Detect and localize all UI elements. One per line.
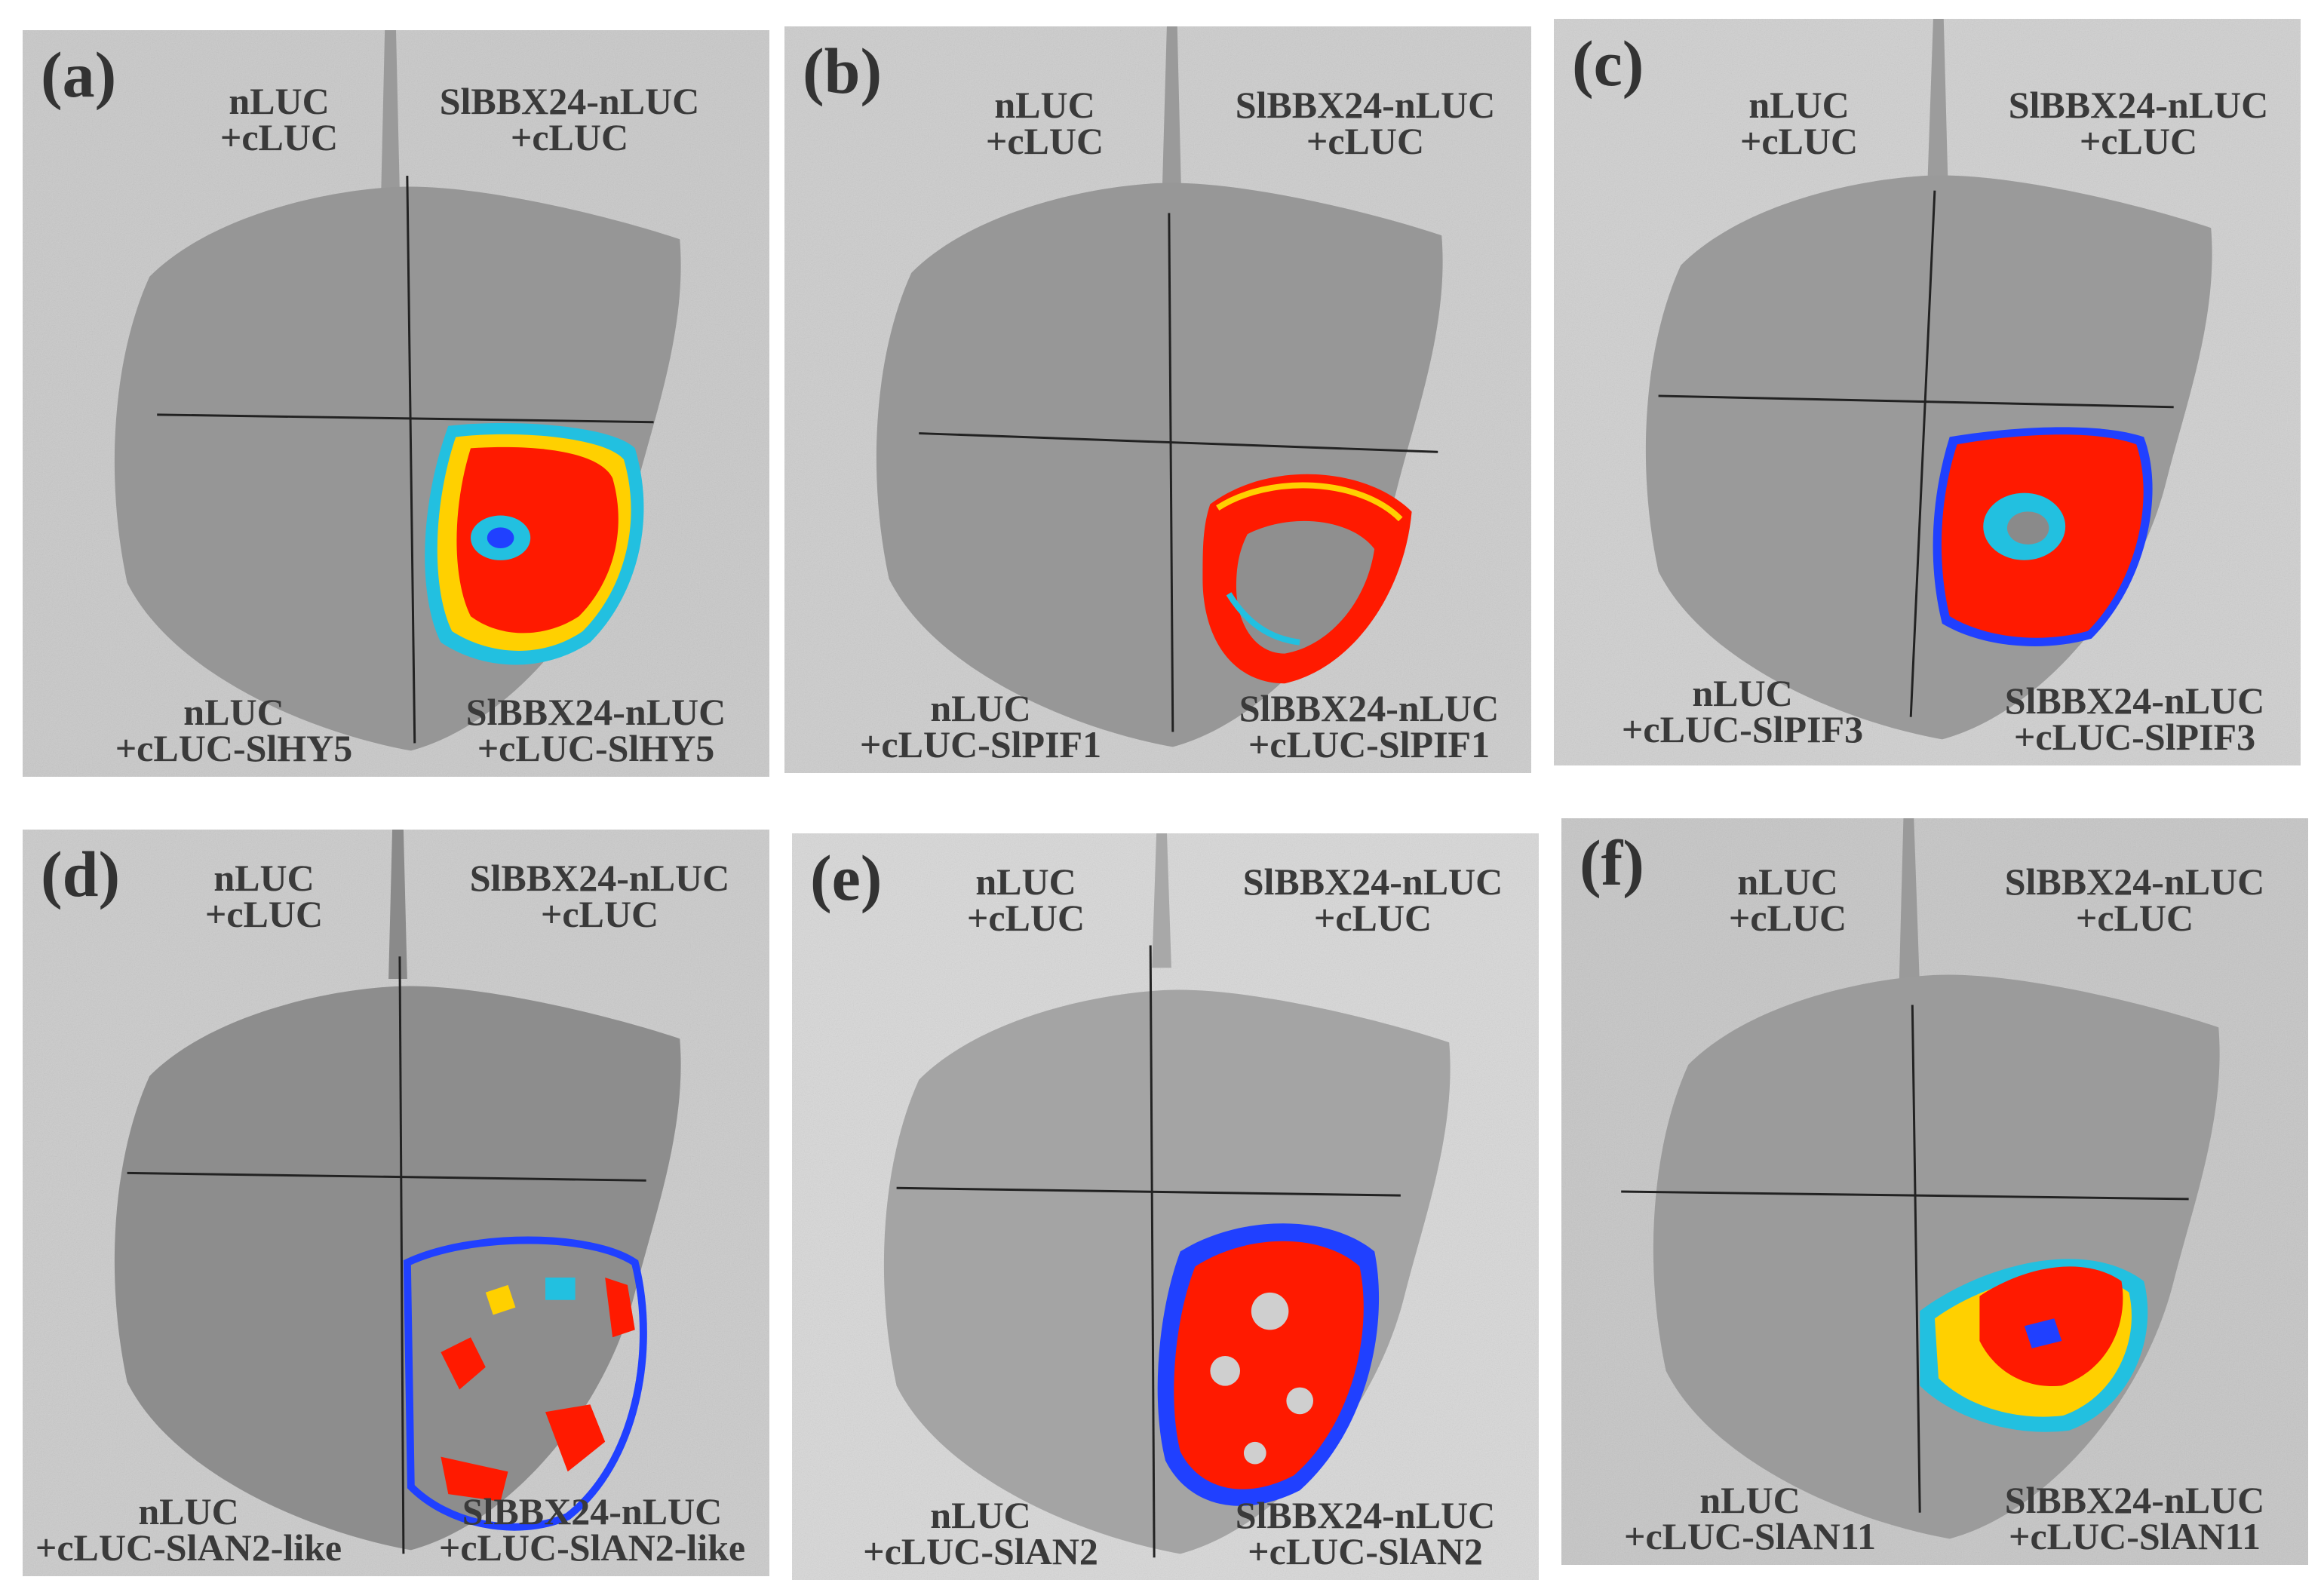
panel-letter: (a) [41, 38, 117, 111]
label-bottom-right: SlBBX24-nLUC +cLUC-SlAN11 [2004, 1479, 2265, 1557]
leaf-image [792, 833, 1539, 1580]
vertical-divider [1909, 190, 1936, 717]
label-bottom-left: nLUC +cLUC-SlPIF1 [859, 687, 1102, 765]
leaf-stem [1927, 19, 1948, 191]
leaf-stem [1161, 26, 1182, 213]
panel-letter: (d) [41, 838, 121, 910]
horizontal-divider [157, 413, 654, 424]
panel-e: (e) nLUC +cLUC SlBBX24-nLUC +cLUC nLUC +cLU… [792, 833, 1539, 1580]
luminescence-signal [1920, 1259, 2148, 1432]
luminescence-signal [1157, 1223, 1380, 1506]
label-bottom-left: nLUC +cLUC-SlAN2 [863, 1494, 1098, 1572]
panel-c: (c) nLUC +cLUC SlBBX24-nLUC +cLUC nLUC +cLU… [1554, 19, 2301, 765]
leaf-image [1554, 19, 2301, 765]
leaf-stem [1899, 818, 1920, 990]
label-top-right: SlBBX24-nLUC +cLUC [1242, 860, 1503, 939]
label-top-right: SlBBX24-nLUC +cLUC [439, 80, 700, 158]
label-bottom-left: nLUC +cLUC-SlPIF3 [1621, 672, 1864, 750]
luminescence-signal [1202, 474, 1412, 684]
panel-letter: (c) [1572, 27, 1644, 100]
leaf-image [23, 30, 769, 777]
label-top-right: SlBBX24-nLUC +cLUC [1235, 84, 1496, 162]
label-top-left: nLUC +cLUC [220, 80, 339, 158]
vertical-divider [1149, 945, 1156, 1558]
horizontal-divider [1621, 1190, 2189, 1201]
horizontal-divider [127, 1171, 646, 1182]
label-top-left: nLUC +cLUC [1739, 84, 1859, 162]
horizontal-divider [919, 432, 1438, 453]
label-top-right: SlBBX24-nLUC +cLUC [2008, 84, 2269, 162]
vertical-divider [1168, 213, 1174, 732]
label-top-right: SlBBX24-nLUC +cLUC [2004, 860, 2265, 939]
vertical-divider [398, 956, 405, 1554]
label-top-left: nLUC +cLUC [1728, 860, 1847, 939]
leaf-stem [1152, 833, 1171, 968]
luminescence-signal [425, 422, 644, 665]
panel-letter: (f) [1580, 827, 1644, 899]
horizontal-divider [1658, 394, 2174, 409]
vertical-divider [1911, 1005, 1921, 1513]
label-bottom-left: nLUC +cLUC-SlAN11 [1623, 1479, 1877, 1557]
label-bottom-right: SlBBX24-nLUC +cLUC-SlHY5 [465, 691, 726, 769]
label-bottom-left: nLUC +cLUC-SlAN2-like [35, 1490, 342, 1569]
leaf-image [23, 830, 769, 1576]
leaf-stem [388, 830, 407, 979]
label-top-right: SlBBX24-nLUC +cLUC [469, 857, 730, 935]
label-top-left: nLUC +cLUC [966, 860, 1085, 939]
panel-f: (f) nLUC +cLUC SlBBX24-nLUC +cLUC nLUC +cLU… [1561, 818, 2308, 1565]
panel-letter: (e) [810, 842, 883, 914]
leaf-image [784, 26, 1531, 773]
leaf-image [1561, 818, 2308, 1565]
vertical-divider [406, 176, 416, 744]
panel-letter: (b) [803, 35, 883, 107]
label-bottom-left: nLUC +cLUC-SlHY5 [115, 691, 353, 769]
label-top-left: nLUC +cLUC [204, 857, 324, 935]
label-bottom-right: SlBBX24-nLUC +cLUC-SlPIF3 [2004, 679, 2265, 758]
label-bottom-right: SlBBX24-nLUC +cLUC-SlAN2 [1235, 1494, 1496, 1572]
panel-d: (d) nLUC +cLUC SlBBX24-nLUC +cLUC nLUC +cLU… [23, 830, 769, 1576]
panel-b: (b) nLUC +cLUC SlBBX24-nLUC +cLUC nLUC +cLU… [784, 26, 1531, 773]
label-bottom-right: SlBBX24-nLUC +cLUC-SlAN2-like [438, 1490, 746, 1569]
panel-a: (a) nLUC +cLUC SlBBX24-nLUC +cLUC nLUC +cLU… [23, 30, 769, 777]
horizontal-divider [896, 1186, 1401, 1197]
label-top-left: nLUC +cLUC [985, 84, 1104, 162]
luminescence-signal [1933, 427, 2153, 647]
label-bottom-right: SlBBX24-nLUC +cLUC-SlPIF1 [1239, 687, 1500, 765]
leaf-stem [381, 30, 400, 195]
